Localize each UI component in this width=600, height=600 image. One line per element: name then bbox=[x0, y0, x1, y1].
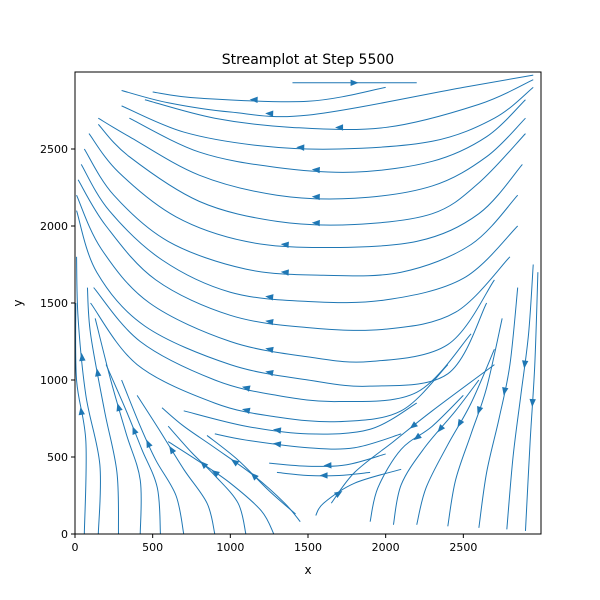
streamline-arrow-4 bbox=[296, 144, 305, 151]
streamline-arrow-28 bbox=[116, 403, 123, 412]
streamline-33 bbox=[369, 395, 464, 522]
streamline-arrow-9 bbox=[280, 269, 289, 276]
y-axis-label: y bbox=[11, 299, 25, 306]
streamline-arrow-29 bbox=[95, 368, 102, 377]
streamline-arrow-13 bbox=[265, 369, 274, 377]
streamline-4 bbox=[121, 87, 534, 150]
x-tick-label: 500 bbox=[142, 541, 163, 554]
streamline-25 bbox=[136, 395, 216, 535]
streamline-arrow-32 bbox=[409, 421, 418, 429]
streamline-arrow-10 bbox=[265, 294, 274, 301]
streamline-7 bbox=[97, 124, 526, 226]
streamline-26 bbox=[121, 379, 185, 535]
streamline-38 bbox=[506, 264, 534, 530]
y-tick-label: 2000 bbox=[40, 220, 68, 233]
x-tick-label: 1000 bbox=[216, 541, 244, 554]
streamline-35 bbox=[416, 349, 495, 525]
streamline-arrow-11 bbox=[265, 318, 274, 326]
streamline-arrow-20 bbox=[333, 491, 343, 499]
x-tick-label: 0 bbox=[72, 541, 79, 554]
chart-title: Streamplot at Step 5500 bbox=[222, 52, 394, 68]
streamline-14 bbox=[93, 287, 472, 403]
streamline-arrow-12 bbox=[265, 346, 274, 354]
streamline-arrow-15 bbox=[241, 407, 251, 415]
streamline-arrow-35 bbox=[457, 418, 465, 428]
streamline-arrow-18 bbox=[323, 462, 332, 469]
streamline-arrow-24 bbox=[200, 461, 209, 470]
streamline-2 bbox=[121, 74, 534, 118]
streamline-15 bbox=[90, 302, 449, 423]
streamline-arrow-3 bbox=[335, 124, 344, 131]
streamline-arrow-17 bbox=[272, 441, 282, 448]
streamline-arrow-33 bbox=[413, 432, 422, 441]
x-tick-label: 1500 bbox=[294, 541, 322, 554]
y-tick-label: 1000 bbox=[40, 374, 68, 387]
streamline-arrow-19 bbox=[319, 472, 328, 479]
streamline-arrow-1 bbox=[249, 96, 258, 104]
streamline-10 bbox=[80, 164, 519, 304]
x-tick-label: 2000 bbox=[372, 541, 400, 554]
streamline-arrow-25 bbox=[169, 445, 177, 455]
streamline-arrow-6 bbox=[311, 193, 320, 201]
streamline-arrow-31 bbox=[78, 406, 85, 416]
streamline-arrow-27 bbox=[132, 426, 139, 435]
streamline-9 bbox=[83, 148, 519, 277]
streamline-5 bbox=[129, 99, 526, 173]
streamline-34 bbox=[392, 379, 480, 525]
streamline-arrow-2 bbox=[265, 110, 274, 117]
streamline-29 bbox=[86, 287, 120, 535]
streamline-30 bbox=[76, 256, 102, 535]
streamline-27 bbox=[105, 364, 161, 535]
y-tick-label: 2500 bbox=[40, 143, 68, 156]
streamline-arrow-37 bbox=[502, 386, 509, 396]
streamline-23 bbox=[167, 441, 275, 535]
streamline-8 bbox=[88, 133, 523, 249]
streamline-36 bbox=[447, 318, 503, 527]
streamline-arrow-0 bbox=[350, 79, 359, 86]
arrows-group bbox=[78, 79, 536, 499]
streamline-arrow-30 bbox=[79, 352, 86, 362]
streamline-arrow-26 bbox=[146, 439, 153, 449]
y-axis-ticks: 0 500 1000 1500 2000 2500 bbox=[40, 143, 75, 541]
streamline-arrow-5 bbox=[311, 166, 320, 174]
streamline-arrow-8 bbox=[280, 241, 289, 248]
streamline-arrow-16 bbox=[272, 427, 282, 434]
streamline-32 bbox=[330, 364, 495, 504]
x-axis-label: x bbox=[304, 563, 311, 577]
streamline-arrow-38 bbox=[522, 360, 529, 369]
streamline-arrow-36 bbox=[477, 405, 484, 415]
y-tick-label: 1500 bbox=[40, 297, 68, 310]
streamline-37 bbox=[478, 287, 519, 528]
streamline-arrow-21 bbox=[230, 459, 240, 467]
streamline-6 bbox=[98, 117, 526, 200]
streamline-17 bbox=[214, 433, 402, 450]
streamline-28 bbox=[94, 318, 142, 535]
streamline-24 bbox=[167, 425, 247, 535]
x-tick-label: 2500 bbox=[449, 541, 477, 554]
x-axis-ticks: 0 500 1000 1500 2000 2500 bbox=[72, 534, 477, 554]
streamline-arrow-39 bbox=[529, 398, 536, 408]
y-tick-label: 0 bbox=[61, 528, 68, 541]
streamline-3 bbox=[144, 79, 534, 131]
y-tick-label: 500 bbox=[47, 451, 68, 464]
streamline-12 bbox=[76, 194, 495, 363]
streamline-arrow-22 bbox=[250, 472, 259, 481]
streamline-arrow-14 bbox=[241, 385, 251, 392]
streamline-arrow-34 bbox=[437, 424, 446, 433]
streamline-11 bbox=[77, 179, 511, 331]
streamline-arrow-23 bbox=[211, 470, 220, 478]
streamline-arrow-7 bbox=[311, 219, 320, 227]
streamline-16 bbox=[183, 402, 417, 435]
